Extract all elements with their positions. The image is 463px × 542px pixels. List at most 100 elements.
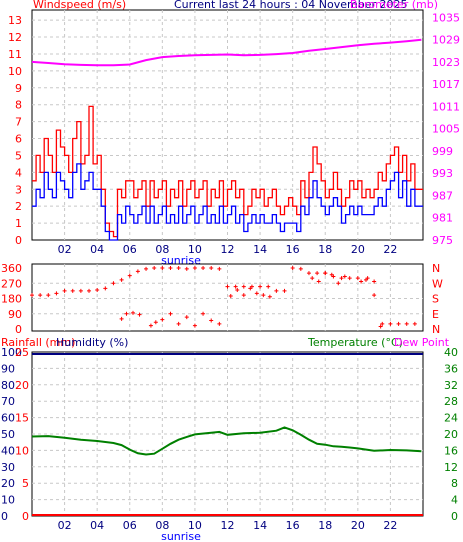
wind-direction-point [87,288,92,293]
wind-direction-point [336,281,341,286]
wind-direction-point [339,276,344,281]
rainfall-tick-label: 5 [22,477,29,490]
wind-direction-point [310,276,315,281]
panel-3-time-tick-label: 14 [253,519,267,532]
wind-direction-point [316,279,321,284]
windspeed-tick-label: 4 [15,166,22,179]
wind-direction-point [342,274,347,279]
wind-direction-point [30,293,34,298]
barometer-axis-label: Barometer (mb) [350,0,438,11]
humidity-tick-label: 90 [1,362,15,375]
wind-direction-point [111,281,116,286]
barometer-tick-label: 975 [432,234,453,247]
humidity-tick-label: 40 [1,444,15,457]
windspeed-axis-label: Windspeed (m/s) [33,0,126,11]
wind-direction-point [209,266,214,270]
panel-3-time-tick-label: 08 [155,519,169,532]
panel-3-time-tick-label: 10 [188,519,202,532]
temperature-tick-label: 32 [444,379,458,392]
temperature-tick-label: 4 [451,494,458,507]
wind-direction-point [254,291,259,296]
panel-3-time-tick-label: 12 [221,519,235,532]
wind-direction-point [329,272,334,277]
wind-direction-point [217,266,222,271]
panel-3-grid [32,352,423,516]
wind-direction-point [192,266,197,270]
wind-direction-point [144,266,149,271]
rainfall-tick-label: 15 [15,412,29,425]
wind-direction-compass-label: N [432,323,440,336]
wind-direction-point [241,284,246,289]
panel-3-time-tick-label: 06 [123,519,137,532]
barometer-series-line [31,38,422,67]
humidity-tick-label: 70 [1,395,15,408]
wind-direction-point [192,323,197,328]
wind-direction-point [176,266,181,270]
wind-direction-point [160,317,165,322]
barometer-axis-ticks: 975 981 987 993 999 1005 1011 1017 1023 1029 1035 [432,11,460,247]
wind-direction-point [306,271,311,276]
wind-direction-point [388,321,393,326]
wind-direction-degree-label: 360 [1,262,22,275]
wind-direction-point [372,293,377,298]
wind-direction-point [201,266,206,270]
wind-direction-point [184,266,189,271]
barometer-tick-label: 993 [432,167,453,180]
panel-1-grid [32,10,423,240]
wind-direction-point [78,288,83,293]
wind-direction-point [233,284,238,289]
wind-direction-degree-label: 0 [15,323,22,336]
barometer-tick-label: 1035 [432,11,460,24]
wind-direction-point [127,273,132,278]
temperature-tick-label: 20 [444,428,458,441]
humidity-tick-label: 20 [1,477,15,490]
wind-direction-point [396,321,401,326]
humidity-axis-label: Humidity (%) [56,336,128,349]
humidity-tick-label: 30 [1,461,15,474]
wind-direction-point [160,266,165,270]
wind-direction-point [217,321,222,326]
wind-direction-degree-label: 270 [1,277,22,290]
barometer-tick-label: 987 [432,189,453,202]
rainfall-axis-ticks: 0 5 10 15 20 25 [15,346,29,523]
windspeed-tick-label: 9 [15,82,22,95]
humidity-tick-label: 80 [1,379,15,392]
windspeed-tick-label: 11 [8,48,22,61]
temperature-tick-label: 28 [444,395,458,408]
panel-1-time-tick-label: 06 [123,243,137,256]
rainfall-tick-label: 25 [15,346,29,359]
panel-3-time-tick-label: 22 [383,519,397,532]
wind-direction-point [225,284,230,289]
windspeed-tick-label: 3 [15,183,22,196]
temperature-tick-label: 12 [444,461,458,474]
humidity-tick-label: 50 [1,428,15,441]
wind-direction-point [119,277,124,282]
panel-1-time-tick-label: 02 [58,243,72,256]
panel-1-time-tick-label: 14 [253,243,267,256]
wind-direction-point [365,276,370,281]
temperature-series-line [31,426,422,456]
panel-3-time-tick-label: 18 [318,519,332,532]
wind-direction-point [201,311,206,316]
wind-direction-point [209,318,214,323]
panel-2-series [30,266,417,329]
barometer-tick-label: 1023 [432,56,460,69]
wind-direction-compass-label: E [432,308,439,321]
wind-direction-point [131,310,136,315]
temperature-tick-label: 24 [444,412,458,425]
wind-direction-point [152,266,157,270]
windspeed-tick-label: 8 [15,99,22,112]
windspeed-tick-label: 7 [15,116,22,129]
panel-1-time-axis-ticks: 02 04 06 08 10 12 14 16 18 20 22 [58,243,398,256]
humidity-tick-label: 0 [1,510,8,523]
wind-direction-point [176,321,181,326]
wind-direction-point [135,269,140,274]
rainfall-axis-label: Rainfall (mm) [1,336,75,349]
panel-3-time-tick-label: 20 [351,519,365,532]
humidity-tick-label: 10 [1,494,15,507]
average-windspeed-series-line [32,163,423,241]
barometer-tick-label: 1005 [432,123,460,136]
